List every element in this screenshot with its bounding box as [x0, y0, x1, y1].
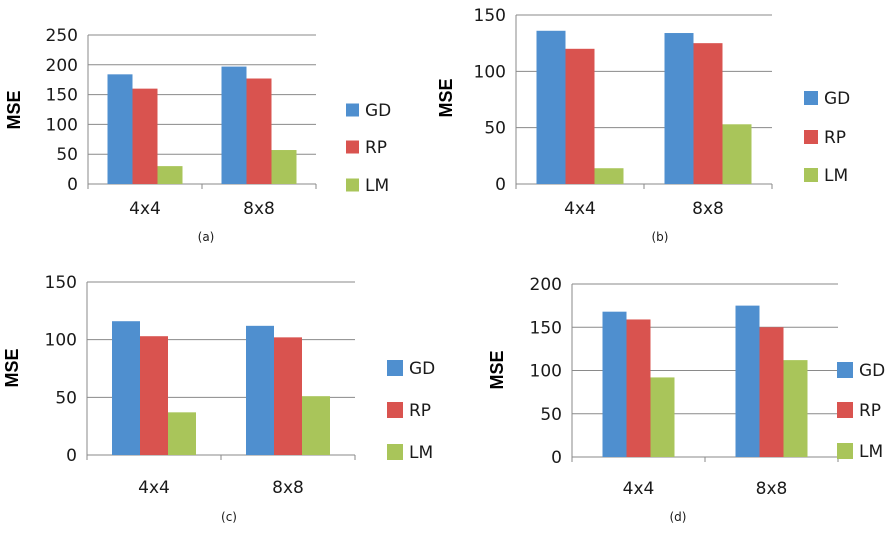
legend-swatch-lm	[387, 444, 403, 460]
chart-panel-4: 0 50 100 150 200 4x4 8x8 MSE GD RP LM (d)	[487, 275, 885, 524]
y-tick-label: 200	[46, 56, 78, 76]
bar-gd-4x4	[536, 30, 566, 185]
x-tick-label: 8x8	[272, 478, 304, 498]
bar-rp-4x4	[132, 88, 158, 184]
legend-swatch-rp	[346, 140, 359, 154]
y-tick-label: 150	[46, 86, 78, 106]
bar-lm-8x8	[722, 124, 752, 184]
chart-caption: (c)	[221, 510, 237, 524]
x-tick-label: 8x8	[756, 479, 788, 499]
bar-gd-4x4	[107, 74, 133, 184]
legend-label-lm: LM	[365, 176, 389, 196]
legend-label-rp: RP	[409, 401, 431, 421]
legend-label-lm: LM	[859, 442, 883, 462]
y-tick-label: 0	[495, 175, 506, 195]
legend-swatch-gd	[387, 360, 403, 376]
x-tick-label: 4x4	[623, 479, 655, 499]
y-tick-label: 200	[530, 275, 562, 295]
bar-rp-4x4	[565, 48, 595, 184]
bar-rp-8x8	[759, 327, 784, 457]
legend-label-gd: GD	[365, 101, 391, 121]
bar-rp-8x8	[246, 78, 272, 184]
legend-swatch-lm	[837, 443, 853, 459]
bar-lm-8x8	[271, 150, 297, 184]
x-tick-label: 8x8	[243, 199, 275, 219]
y-tick-label: 250	[46, 26, 78, 46]
y-axis-label: MSE	[2, 348, 22, 387]
legend-swatch-gd	[346, 103, 359, 117]
bar-lm-4x4	[157, 166, 183, 184]
y-tick-label: 0	[551, 448, 562, 468]
legend-label-gd: GD	[859, 361, 885, 381]
y-tick-label: 100	[45, 331, 77, 351]
bar-gd-4x4	[112, 321, 140, 455]
legend-swatch-rp	[387, 402, 403, 418]
bar-gd-4x4	[602, 311, 627, 457]
y-tick-label: 0	[66, 446, 77, 466]
bar-lm-4x4	[168, 412, 196, 455]
chart-caption: (a)	[198, 230, 215, 244]
bar-lm-8x8	[783, 360, 808, 457]
y-tick-label: 50	[56, 145, 78, 165]
chart-panel-1: 0 50 100 150 200 250 4x4 8x8 MSE GD RP LM (a)	[4, 26, 391, 244]
legend-label-rp: RP	[824, 128, 846, 148]
y-tick-label: 50	[55, 388, 77, 408]
legend-swatch-gd	[837, 362, 853, 378]
chart-caption: (b)	[652, 230, 669, 244]
y-axis-label: MSE	[436, 78, 456, 117]
legend-label-rp: RP	[365, 138, 387, 158]
legend-label-rp: RP	[859, 401, 881, 421]
y-tick-label: 100	[46, 115, 78, 135]
chart-panel-3: 0 50 100 150 4x4 8x8 MSE GD RP LM (c)	[2, 273, 435, 524]
bar-lm-4x4	[650, 377, 675, 457]
bar-lm-4x4	[594, 168, 624, 184]
bar-rp-8x8	[274, 337, 302, 455]
legend-swatch-rp	[837, 402, 853, 418]
legend-swatch-gd	[804, 91, 818, 105]
y-axis-label: MSE	[487, 350, 507, 389]
bar-gd-8x8	[735, 305, 760, 457]
legend-label-gd: GD	[409, 359, 435, 379]
chart-caption: (d)	[670, 510, 687, 524]
x-tick-label: 8x8	[692, 199, 724, 219]
y-tick-label: 100	[530, 362, 562, 382]
chart-panel-2: 0 50 100 150 4x4 8x8 MSE GD RP LM (b)	[436, 6, 850, 244]
y-axis-label: MSE	[4, 90, 24, 129]
y-tick-label: 50	[484, 119, 506, 139]
legend-swatch-rp	[804, 130, 818, 144]
legend-swatch-lm	[346, 178, 359, 192]
bar-rp-4x4	[140, 336, 168, 455]
legend-swatch-lm	[804, 168, 818, 182]
bar-rp-8x8	[693, 43, 723, 184]
legend-label-gd: GD	[824, 89, 850, 109]
bar-gd-8x8	[221, 66, 247, 184]
bar-rp-4x4	[626, 319, 651, 457]
y-tick-label: 150	[474, 6, 506, 26]
y-tick-label: 150	[530, 318, 562, 338]
bar-gd-8x8	[664, 33, 694, 184]
x-tick-label: 4x4	[564, 199, 596, 219]
bar-gd-8x8	[246, 325, 274, 455]
y-tick-label: 50	[540, 405, 562, 425]
legend-label-lm: LM	[409, 443, 433, 463]
bar-lm-8x8	[302, 396, 330, 455]
y-tick-label: 0	[67, 175, 78, 195]
legend-label-lm: LM	[824, 166, 848, 186]
y-tick-label: 100	[474, 62, 506, 82]
x-tick-label: 4x4	[138, 478, 170, 498]
y-tick-label: 150	[45, 273, 77, 293]
x-tick-label: 4x4	[129, 199, 161, 219]
